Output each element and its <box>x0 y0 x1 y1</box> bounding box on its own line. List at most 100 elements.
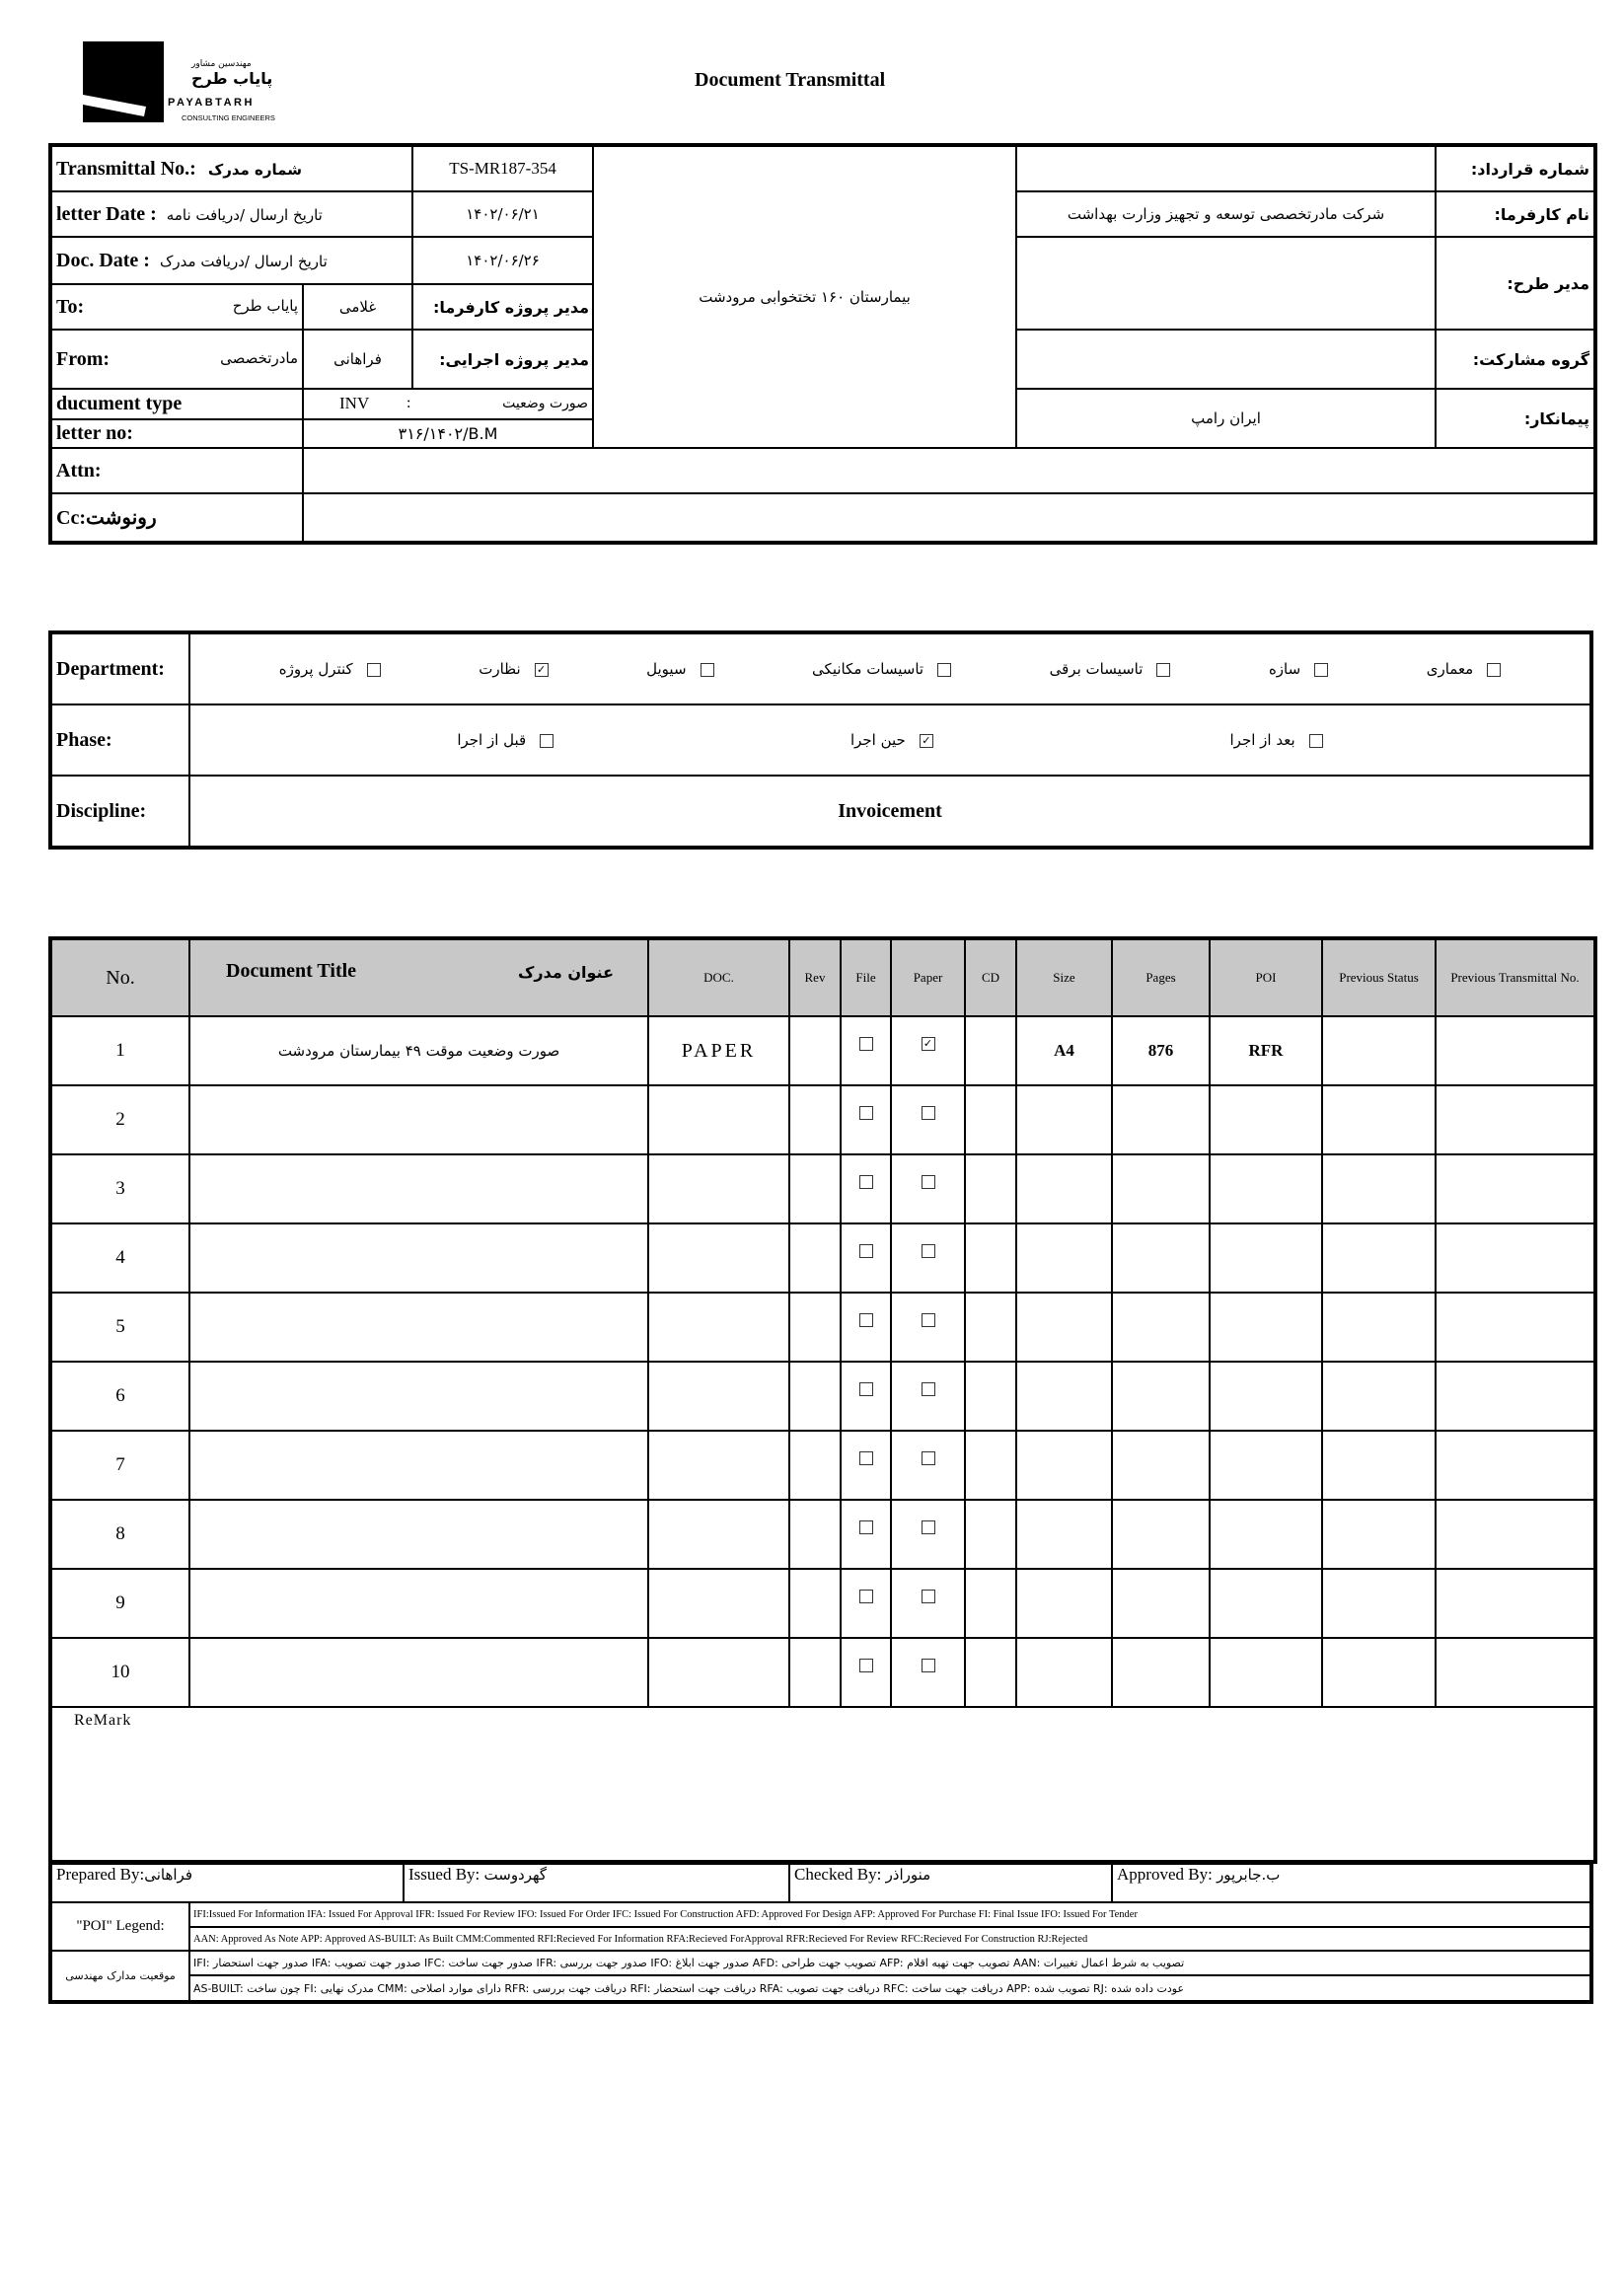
cell-pages <box>1111 1361 1211 1432</box>
checkbox-icon[interactable] <box>540 733 554 748</box>
cell-file[interactable] <box>840 1637 892 1708</box>
department-option-label: سازه <box>1268 659 1301 678</box>
department-option[interactable]: معماری <box>1427 660 1502 679</box>
cell-paper[interactable] <box>890 1222 966 1294</box>
department-option-label: معماری <box>1426 659 1474 678</box>
department-option[interactable]: تاسيسات برقی <box>1050 660 1171 679</box>
cell-cd <box>964 1292 1017 1363</box>
cell-prev-status <box>1321 1153 1437 1224</box>
checkbox-icon[interactable] <box>921 1106 935 1121</box>
checkbox-icon[interactable]: ✓ <box>921 1037 935 1052</box>
plan-manager-label: مدير طرح: <box>1435 236 1597 331</box>
checkbox-icon[interactable] <box>921 1590 935 1604</box>
checkbox-icon[interactable] <box>858 1037 873 1052</box>
cell-prev-transmittal <box>1435 1222 1596 1294</box>
table-row: 4 <box>49 1222 1596 1294</box>
cell-paper[interactable] <box>890 1292 966 1363</box>
partner-value <box>1015 329 1438 390</box>
cell-paper[interactable]: ✓ <box>890 1015 966 1086</box>
cell-paper[interactable] <box>890 1637 966 1708</box>
checkbox-icon[interactable] <box>858 1313 873 1328</box>
phase-option[interactable]: بعد از اجرا <box>1230 731 1323 750</box>
checkbox-icon[interactable] <box>858 1175 873 1190</box>
cell-paper[interactable] <box>890 1499 966 1570</box>
cell-rev <box>788 1637 842 1708</box>
cell-file[interactable] <box>840 1499 892 1570</box>
phase-option[interactable]: حين اجرا ✓ <box>850 731 933 750</box>
checkbox-icon[interactable]: ✓ <box>534 662 549 677</box>
cell-pages <box>1111 1292 1211 1363</box>
cell-no: 8 <box>49 1499 190 1570</box>
checkbox-icon[interactable] <box>366 662 381 677</box>
cell-prev-status <box>1321 1499 1437 1570</box>
cell-file[interactable] <box>840 1153 892 1224</box>
cell-paper[interactable] <box>890 1084 966 1155</box>
checkbox-icon[interactable] <box>1487 662 1502 677</box>
logo-fa-name: پاياب طرح <box>191 69 273 88</box>
checkbox-icon[interactable] <box>921 1244 935 1259</box>
cell-doc <box>647 1361 790 1432</box>
cell-pages <box>1111 1084 1211 1155</box>
cell-file[interactable] <box>840 1015 892 1086</box>
cell-rev <box>788 1084 842 1155</box>
checkbox-icon[interactable] <box>858 1244 873 1259</box>
phase-option[interactable]: قبل از اجرا <box>457 731 554 750</box>
checkbox-icon[interactable] <box>921 1659 935 1673</box>
cell-paper[interactable] <box>890 1430 966 1501</box>
checkbox-icon[interactable] <box>858 1520 873 1535</box>
cell-paper[interactable] <box>890 1361 966 1432</box>
department-option[interactable]: سيويل <box>646 660 714 679</box>
cell-rev <box>788 1222 842 1294</box>
cell-paper[interactable] <box>890 1153 966 1224</box>
checkbox-icon[interactable] <box>921 1451 935 1466</box>
checkbox-icon[interactable] <box>1156 662 1171 677</box>
cell-rev <box>788 1153 842 1224</box>
transmittal-no-label: Transmittal No.: <box>56 157 196 180</box>
eng-status-line-2: AS-BUILT: چون ساخت FI: مدرک نهايی CMM: د… <box>188 1974 1592 2003</box>
to-value: پاياب طرح <box>232 297 298 315</box>
col-prev-status: Previous Status <box>1321 937 1437 1017</box>
cell-size <box>1015 1084 1113 1155</box>
cell-poi <box>1209 1084 1323 1155</box>
cell-file[interactable] <box>840 1430 892 1501</box>
prepared-by-value: فراهانی <box>144 1866 193 1884</box>
cell-file[interactable] <box>840 1568 892 1639</box>
department-option[interactable]: سازه <box>1268 659 1329 679</box>
col-poi: POI <box>1209 937 1323 1017</box>
checkbox-icon[interactable] <box>858 1382 873 1397</box>
checkbox-icon[interactable] <box>921 1313 935 1328</box>
col-cd: CD <box>964 937 1017 1017</box>
checkbox-icon[interactable] <box>858 1590 873 1604</box>
checkbox-icon[interactable]: ✓ <box>919 733 933 748</box>
cell-file[interactable] <box>840 1292 892 1363</box>
department-label: Department: <box>49 631 190 705</box>
remark-label: ReMark <box>49 1706 1596 1863</box>
checkbox-icon[interactable] <box>1314 662 1329 677</box>
checkbox-icon[interactable] <box>700 662 714 677</box>
checkbox-icon[interactable] <box>921 1520 935 1535</box>
cell-file[interactable] <box>840 1084 892 1155</box>
cell-file[interactable] <box>840 1222 892 1294</box>
checkbox-icon[interactable] <box>858 1106 873 1121</box>
attn-value <box>301 447 1597 494</box>
cell-title <box>188 1499 649 1570</box>
letter-date-value: ۱۴۰۲/۰۶/۲۱ <box>411 190 595 238</box>
department-option[interactable]: نظارت ✓ <box>479 660 549 679</box>
department-option[interactable]: تاسيسات مکانيکی <box>812 660 952 679</box>
department-option[interactable]: کنترل پروژه <box>279 660 381 679</box>
checkbox-icon[interactable] <box>1308 733 1323 748</box>
checkbox-icon[interactable] <box>921 1382 935 1397</box>
cell-cd <box>964 1499 1017 1570</box>
checkbox-icon[interactable] <box>921 1175 935 1190</box>
cell-paper[interactable] <box>890 1568 966 1639</box>
cell-size <box>1015 1153 1113 1224</box>
checkbox-icon[interactable] <box>937 662 952 677</box>
phase-label: Phase: <box>49 704 190 777</box>
cell-title: صورت وضعيت موقت ۴۹ بيمارستان مرودشت <box>188 1015 649 1086</box>
cell-no: 10 <box>49 1637 190 1708</box>
table-row: 5 <box>49 1292 1596 1363</box>
col-size: Size <box>1015 937 1113 1017</box>
cell-file[interactable] <box>840 1361 892 1432</box>
checkbox-icon[interactable] <box>858 1659 873 1673</box>
checkbox-icon[interactable] <box>858 1451 873 1466</box>
